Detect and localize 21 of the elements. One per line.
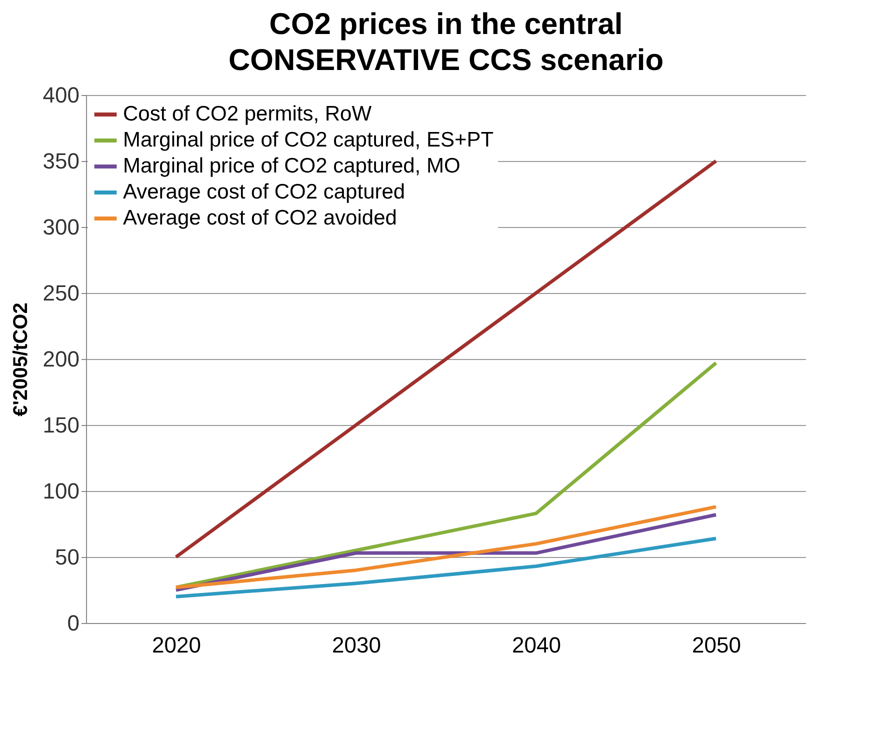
y-tick-label: 200	[42, 346, 80, 372]
legend-label: Marginal price of CO2 captured, ES+PT	[123, 128, 494, 152]
y-tick-label: 150	[42, 412, 80, 438]
y-tick-label: 350	[42, 148, 80, 174]
legend-label: Average cost of CO2 avoided	[123, 206, 397, 230]
x-tick-label: 2050	[692, 632, 741, 658]
y-tick-label: 50	[55, 544, 80, 570]
y-tick-label: 0	[67, 610, 80, 636]
x-tick-label: 2040	[512, 632, 561, 658]
chart-title: CO2 prices in the central CONSERVATIVE CCS scenario	[228, 8, 664, 77]
y-tick-label: 250	[42, 280, 80, 306]
legend-label: Marginal price of CO2 captured, MO	[123, 154, 460, 178]
y-tick-label: 100	[42, 478, 80, 504]
legend-label: Average cost of CO2 captured	[123, 180, 406, 204]
y-axis-title: €'2005/tCO2	[10, 302, 32, 416]
x-tick-label: 2030	[332, 632, 381, 658]
line-series	[174, 536, 718, 598]
legend-label: Cost of CO2 permits, RoW	[123, 102, 372, 126]
y-tick-label: 300	[42, 214, 80, 240]
x-tick-label: 2020	[152, 632, 201, 658]
y-tick-label: 400	[42, 82, 80, 108]
